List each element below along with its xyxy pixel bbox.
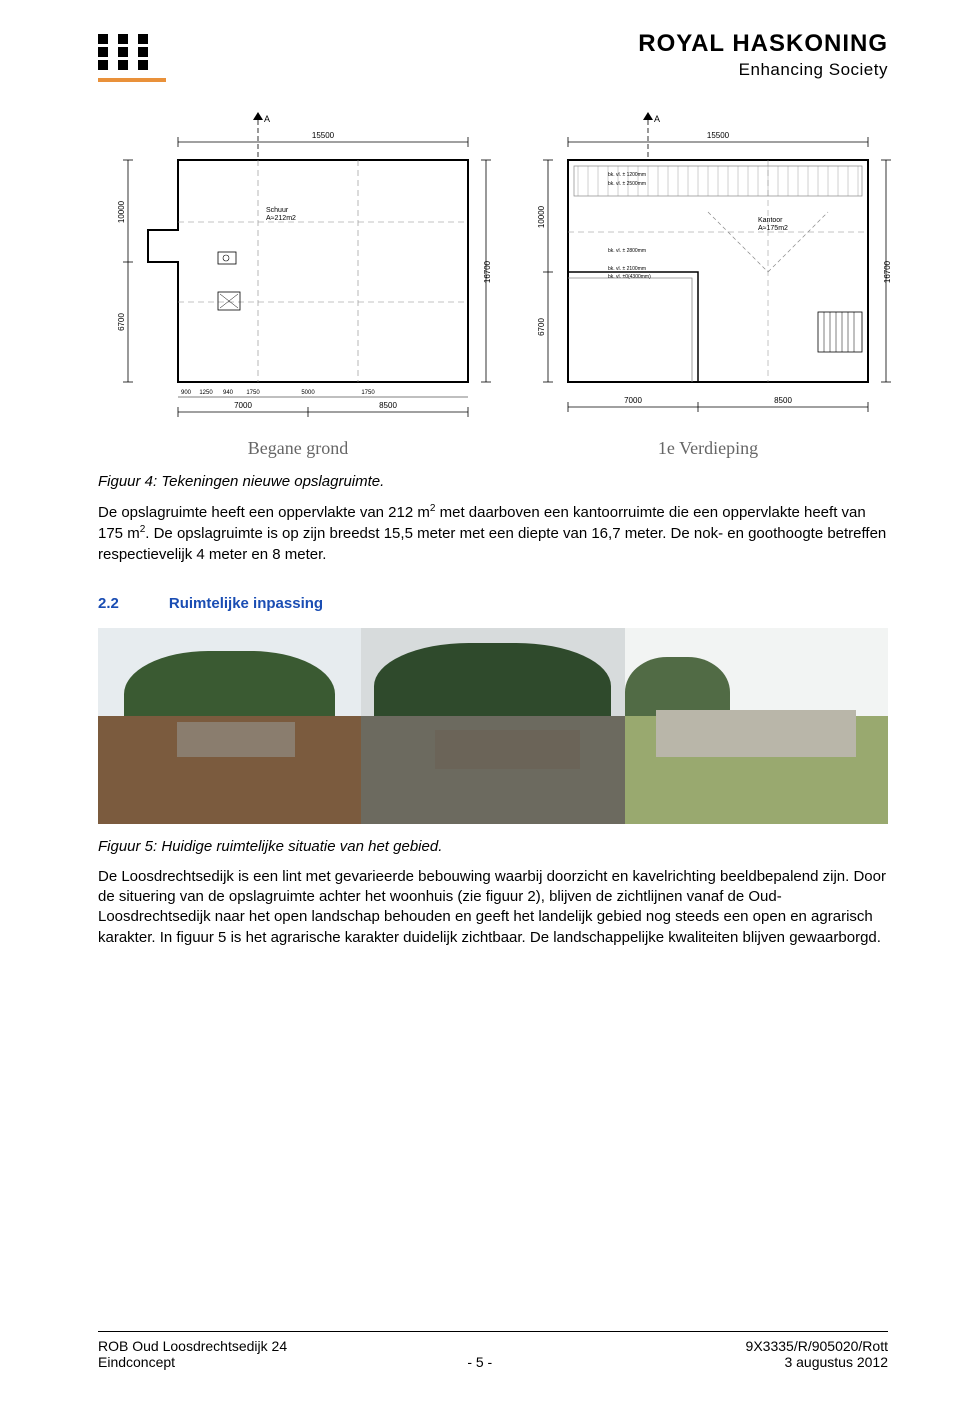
- footer-left-1: ROB Oud Loosdrechtsedijk 24: [98, 1338, 287, 1354]
- footer-left-2: Eindconcept: [98, 1354, 175, 1370]
- svg-text:5000: 5000: [301, 390, 315, 396]
- floorplan-first-svg: 15500 A: [508, 112, 908, 432]
- section-number: 2.2: [98, 595, 119, 612]
- floorplan-first: 15500 A: [508, 112, 908, 459]
- svg-text:1750: 1750: [361, 390, 375, 396]
- photo-1: [98, 628, 361, 824]
- photo-2: [361, 628, 624, 824]
- dim-top: 15500: [312, 131, 335, 140]
- marker-a-top: A: [264, 114, 270, 124]
- brand-name: ROYAL HASKONING: [638, 30, 888, 58]
- dim-left-lower: 6700: [117, 313, 126, 331]
- svg-text:900: 900: [181, 390, 192, 396]
- paragraph-1: De opslagruimte heeft een oppervlakte va…: [98, 502, 888, 565]
- svg-text:A: A: [654, 114, 660, 124]
- room-label: Schuur: [266, 207, 289, 214]
- dim-bottom-l: 7000: [234, 401, 252, 410]
- svg-text:bk. vl. ±0(4300mm): bk. vl. ±0(4300mm): [608, 274, 651, 280]
- dim-bottom-r: 8500: [379, 401, 397, 410]
- section-2-2-heading: 2.2 Ruimtelijke inpassing: [98, 595, 888, 612]
- page-header: ROYAL HASKONING Enhancing Society: [98, 30, 888, 82]
- footer-page-num: - 5 -: [467, 1354, 492, 1370]
- svg-text:Kantoor: Kantoor: [758, 217, 783, 224]
- section-title: Ruimtelijke inpassing: [169, 595, 323, 612]
- dim-left-upper: 10000: [117, 200, 126, 223]
- svg-text:bk. vl. ± 1200mm: bk. vl. ± 1200mm: [608, 172, 646, 178]
- figure5-caption: Figuur 5: Huidige ruimtelijke situatie v…: [98, 838, 888, 855]
- dim-right-total: 16700: [483, 260, 492, 283]
- footer-right-1: 9X3335/R/905020/Rott: [746, 1338, 888, 1354]
- brand-tagline: Enhancing Society: [638, 60, 888, 80]
- page-footer: ROB Oud Loosdrechtsedijk 24 9X3335/R/905…: [98, 1331, 888, 1370]
- brand-block: ROYAL HASKONING Enhancing Society: [638, 30, 888, 80]
- paragraph-2: De Loosdrechtsedijk is een lint met geva…: [98, 867, 888, 948]
- svg-text:1750: 1750: [246, 390, 260, 396]
- figure5-photos: [98, 628, 888, 824]
- footer-right-2: 3 augustus 2012: [784, 1354, 888, 1370]
- floorplan-figures: 15500 A Schuur A≈212m2 10000: [98, 112, 888, 459]
- svg-text:bk. vl. ± 2800mm: bk. vl. ± 2800mm: [608, 248, 646, 254]
- floorplan-ground-label: Begane grond: [248, 438, 348, 459]
- svg-text:940: 940: [223, 390, 234, 396]
- svg-text:1250: 1250: [199, 390, 213, 396]
- svg-text:15500: 15500: [707, 131, 730, 140]
- floorplan-first-label: 1e Verdieping: [658, 438, 758, 459]
- svg-text:bk. vl. ± 2100mm: bk. vl. ± 2100mm: [608, 266, 646, 272]
- svg-text:16700: 16700: [883, 260, 892, 283]
- room-area: A≈212m2: [266, 215, 296, 222]
- svg-text:7000: 7000: [624, 396, 642, 405]
- floorplan-ground: 15500 A Schuur A≈212m2 10000: [98, 112, 498, 459]
- svg-text:A≈175m2: A≈175m2: [758, 225, 788, 232]
- logo-left-icon: [98, 30, 166, 82]
- svg-text:6700: 6700: [537, 318, 546, 336]
- svg-text:10000: 10000: [537, 205, 546, 228]
- photo-3: [625, 628, 888, 824]
- footer-rule: [98, 1331, 888, 1332]
- floorplan-ground-svg: 15500 A Schuur A≈212m2 10000: [98, 112, 498, 432]
- figure4-caption: Figuur 4: Tekeningen nieuwe opslagruimte…: [98, 473, 888, 490]
- svg-text:bk. vl. ± 2500mm: bk. vl. ± 2500mm: [608, 181, 646, 187]
- svg-text:8500: 8500: [774, 396, 792, 405]
